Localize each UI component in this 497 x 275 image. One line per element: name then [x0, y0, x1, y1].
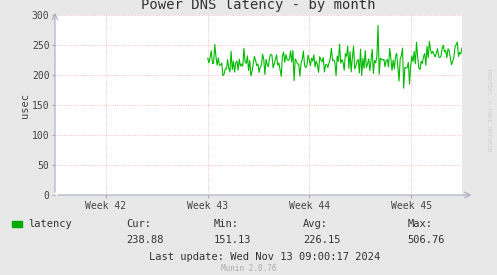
Text: Min:: Min: — [214, 219, 239, 229]
Text: Munin 2.0.76: Munin 2.0.76 — [221, 264, 276, 273]
Text: Last update: Wed Nov 13 09:00:17 2024: Last update: Wed Nov 13 09:00:17 2024 — [149, 252, 380, 262]
Text: latency: latency — [28, 219, 72, 229]
Text: Cur:: Cur: — [127, 219, 152, 229]
Text: Max:: Max: — [408, 219, 432, 229]
Text: 151.13: 151.13 — [214, 235, 251, 245]
Text: 238.88: 238.88 — [127, 235, 164, 245]
Text: 506.76: 506.76 — [408, 235, 445, 245]
Title: Power DNS latency - by month: Power DNS latency - by month — [141, 0, 376, 12]
Text: 226.15: 226.15 — [303, 235, 340, 245]
Y-axis label: usec: usec — [20, 92, 30, 117]
Text: Avg:: Avg: — [303, 219, 328, 229]
Text: RRDTOOL / TOBI OETIKER: RRDTOOL / TOBI OETIKER — [486, 69, 491, 151]
